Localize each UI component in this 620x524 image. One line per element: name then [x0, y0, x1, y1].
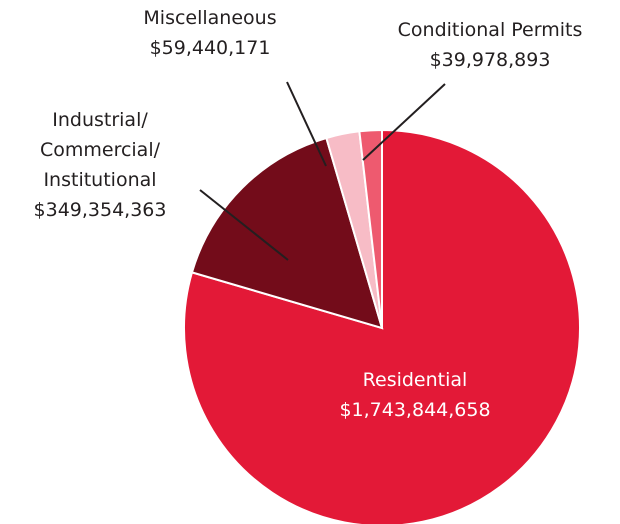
pie-slice — [183, 128, 581, 524]
slice-label: Industrial/ Commercial/ Institutional $34… — [33, 109, 167, 221]
leader-line — [199, 189, 289, 261]
slice-label: Conditional Permits $39,978,893 — [397, 19, 583, 71]
slice-label: Miscellaneous $59,440,171 — [143, 7, 277, 59]
leader-line — [362, 83, 446, 161]
pie-slice — [358, 128, 383, 329]
leader-line — [286, 81, 327, 167]
pie-slice — [190, 136, 384, 330]
slice-label: Residential $1,743,844,658 — [339, 369, 491, 421]
